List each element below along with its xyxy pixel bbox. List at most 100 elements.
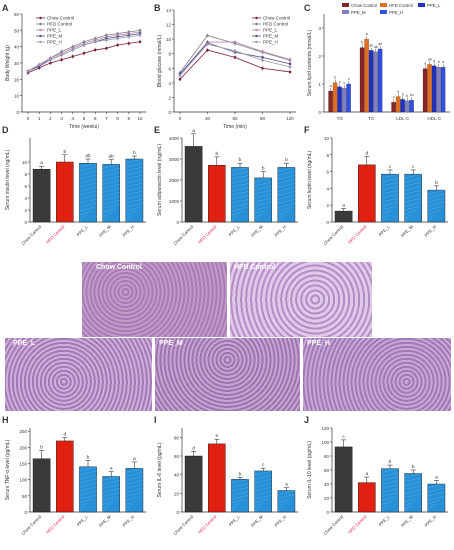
bar-hatch bbox=[125, 504, 134, 509]
bar-hatch bbox=[125, 476, 144, 481]
significance-label: a bbox=[192, 129, 195, 134]
significance-label: a bbox=[365, 472, 368, 477]
x-tick-label: Chow Control bbox=[172, 514, 194, 536]
significance-label: c bbox=[348, 77, 350, 81]
y-tick-label: 80 bbox=[324, 454, 330, 459]
data-point bbox=[26, 69, 30, 73]
significance-label: b bbox=[334, 76, 336, 80]
x-tick-label: PPE_M bbox=[250, 224, 264, 238]
x-tick-label: TG bbox=[337, 116, 344, 121]
bar-hatch bbox=[381, 484, 399, 489]
y-axis-label: Serum leptin level (ng/mL) bbox=[307, 150, 313, 209]
bar-hatch bbox=[102, 192, 120, 197]
significance-label: a bbox=[397, 90, 399, 94]
significance-label: a bbox=[40, 161, 43, 166]
histo-ppe-h: PPE_H bbox=[303, 338, 451, 411]
legend-label: PPE_M bbox=[351, 10, 366, 15]
bar-hatch bbox=[277, 199, 296, 204]
data-point bbox=[261, 66, 264, 70]
bar bbox=[79, 163, 97, 223]
y-tick-label: 14 bbox=[166, 8, 172, 13]
bar-hatch bbox=[427, 213, 436, 219]
data-point bbox=[60, 53, 63, 57]
x-tick-label: 9 bbox=[128, 116, 131, 121]
significance-label: ab bbox=[369, 43, 373, 47]
bar-hatch bbox=[79, 502, 89, 507]
data-point bbox=[127, 35, 131, 39]
x-tick-label: Chow Control bbox=[322, 514, 344, 536]
bar-hatch bbox=[277, 203, 296, 208]
bar-hatch bbox=[231, 483, 249, 488]
bar-hatch bbox=[231, 511, 233, 513]
histo-ppe-l: PPE_L bbox=[5, 338, 152, 411]
bar-hatch bbox=[254, 205, 271, 211]
bar-hatch bbox=[381, 213, 390, 219]
significance-label: b bbox=[412, 464, 415, 470]
bar-hatch bbox=[231, 491, 249, 496]
bar-hatch bbox=[254, 482, 272, 488]
bar-hatch bbox=[404, 201, 422, 207]
bar-hatch bbox=[277, 171, 296, 176]
data-point bbox=[288, 65, 292, 69]
bar-hatch bbox=[231, 507, 237, 512]
legend-marker bbox=[255, 28, 258, 32]
x-tick-label: LDL-C bbox=[396, 116, 410, 121]
bar-hatch bbox=[231, 207, 247, 212]
x-tick-label: HFD Control bbox=[45, 224, 65, 244]
x-tick-label: 6 bbox=[94, 116, 97, 121]
bar-hatch bbox=[381, 492, 399, 497]
y-tick-label: 20 bbox=[174, 491, 180, 496]
bar-hatch bbox=[125, 500, 138, 505]
data-point bbox=[288, 70, 292, 74]
x-tick-label: 90 bbox=[260, 116, 266, 121]
bar-hatch bbox=[79, 207, 95, 212]
x-tick-label: 30 bbox=[205, 116, 211, 121]
data-point bbox=[82, 51, 86, 55]
histo-label: PPE_M bbox=[159, 340, 183, 347]
bar bbox=[56, 161, 74, 223]
bar-hatch bbox=[125, 214, 133, 220]
x-axis-label: Time (weeks) bbox=[69, 124, 99, 130]
bar-hatch bbox=[427, 499, 440, 505]
bar bbox=[431, 65, 437, 113]
bar bbox=[334, 210, 353, 223]
significance-label: a bbox=[285, 483, 288, 488]
bar-hatch bbox=[427, 197, 446, 203]
significance-label: b bbox=[215, 151, 218, 157]
bar-hatch bbox=[231, 503, 241, 508]
bar-hatch bbox=[254, 510, 256, 513]
bar-hatch bbox=[231, 167, 249, 172]
y-tick-label: 0 bbox=[176, 510, 179, 515]
bar-hatch bbox=[79, 191, 97, 196]
x-tick-label: HFD Control bbox=[197, 224, 217, 244]
x-tick-label: PPE_L bbox=[76, 514, 89, 527]
bar-hatch bbox=[427, 507, 432, 513]
x-tick-label: 0 bbox=[179, 116, 182, 121]
y-tick-label: 60 bbox=[324, 468, 330, 473]
y-tick-label: 10 bbox=[166, 37, 172, 42]
legend-marker bbox=[255, 16, 258, 20]
x-tick-label: PPE_H bbox=[274, 224, 288, 238]
bar-hatch bbox=[404, 193, 422, 199]
y-tick-label: 120 bbox=[321, 426, 329, 431]
bar-hatch bbox=[381, 472, 399, 477]
panel-letter: C bbox=[304, 3, 311, 13]
significance-label: c bbox=[412, 165, 415, 170]
significance-label: a bbox=[442, 60, 444, 64]
panel-letter: F bbox=[304, 125, 310, 135]
data-point bbox=[178, 74, 182, 77]
bar bbox=[427, 64, 432, 113]
bar-hatch bbox=[231, 219, 235, 223]
legend-swatch bbox=[342, 10, 349, 14]
significance-label: b bbox=[40, 445, 43, 451]
bar-hatch bbox=[79, 219, 83, 223]
bar-hatch bbox=[79, 486, 97, 491]
significance-label: ab bbox=[109, 154, 115, 160]
data-point bbox=[206, 42, 209, 46]
bar-hatch bbox=[427, 217, 432, 223]
bar-hatch bbox=[231, 183, 249, 188]
y-tick-label: 12 bbox=[166, 23, 172, 28]
data-point bbox=[288, 58, 292, 61]
bar-hatch bbox=[102, 484, 120, 489]
bar bbox=[381, 173, 399, 223]
